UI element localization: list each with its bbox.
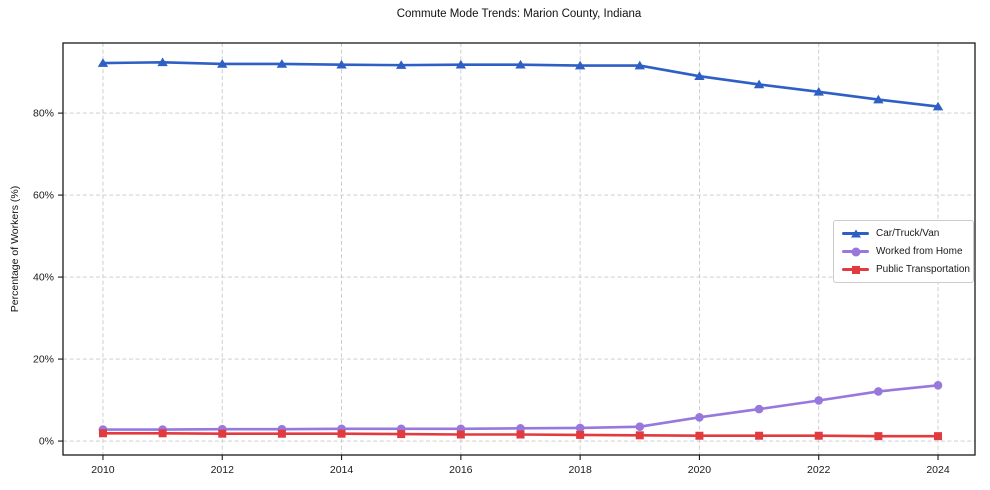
svg-text:2024: 2024 — [926, 464, 950, 476]
legend-swatch — [842, 245, 869, 258]
svg-text:2022: 2022 — [807, 464, 831, 476]
legend-item-worked-from-home: Worked from Home — [842, 245, 965, 258]
svg-text:2016: 2016 — [449, 464, 473, 476]
legend-swatch — [842, 227, 869, 240]
svg-text:2018: 2018 — [568, 464, 592, 476]
legend-label: Car/Truck/Van — [876, 228, 940, 239]
svg-text:2010: 2010 — [91, 464, 115, 476]
legend-item-public-transportation: Public Transportation — [842, 263, 970, 276]
svg-text:80%: 80% — [33, 108, 54, 120]
svg-text:40%: 40% — [33, 272, 54, 284]
legend-label: Worked from Home — [876, 246, 963, 257]
svg-text:2020: 2020 — [688, 464, 712, 476]
svg-text:60%: 60% — [33, 190, 54, 202]
chart-title: Commute Mode Trends: Marion County, Indi… — [396, 8, 642, 20]
legend-swatch — [842, 263, 869, 276]
svg-text:2012: 2012 — [211, 464, 235, 476]
triangle-marker-icon — [850, 229, 861, 238]
legend: Car/Truck/Van Worked from Home Public Tr… — [833, 220, 974, 283]
svg-text:2014: 2014 — [330, 464, 354, 476]
svg-text:0%: 0% — [39, 436, 54, 448]
circle-marker-icon — [851, 247, 860, 256]
legend-label: Public Transportation — [876, 264, 970, 275]
svg-text:20%: 20% — [33, 354, 54, 366]
square-marker-icon — [851, 265, 860, 274]
legend-item-car-truck-van: Car/Truck/Van — [842, 227, 965, 240]
